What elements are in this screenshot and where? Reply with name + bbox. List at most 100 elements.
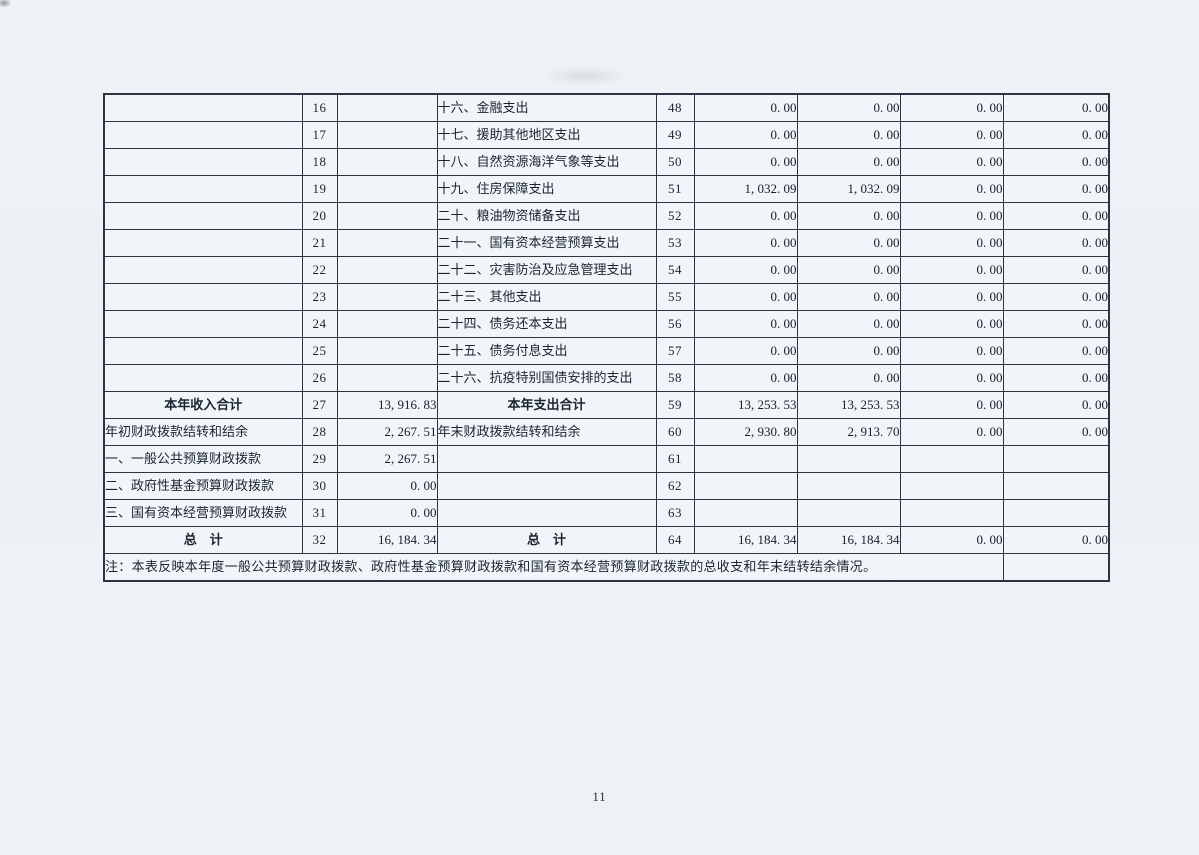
expense-amount: 0. 00 <box>899 175 1004 203</box>
expense-item-cell: 二十四、债务还本支出 <box>436 310 657 338</box>
expense-amount: 0. 00 <box>1002 148 1110 176</box>
table-row: 总 计 32 16, 184. 34 总 计 64 16, 184. 34 16, 184.… <box>103 526 1110 554</box>
income-line-number: 16 <box>301 93 338 122</box>
expense-amount: 0. 00 <box>693 93 798 122</box>
income-amount <box>336 229 438 257</box>
expense-amount: 0. 00 <box>1002 202 1110 230</box>
table-row: 18 十八、自然资源海洋气象等支出 50 0. 00 0. 00 0. 00 0. 00 <box>103 148 1110 176</box>
income-amount: 0. 00 <box>336 472 438 500</box>
expense-amount: 0. 00 <box>899 148 1004 176</box>
table-row: 26 二十六、抗疫特别国债安排的支出 58 0. 00 0. 00 0. 00 0. 00 <box>103 364 1110 392</box>
expense-amount: 0. 00 <box>1002 418 1110 446</box>
table-row: 22 二十二、灾害防治及应急管理支出 54 0. 00 0. 00 0. 00 0. 00 <box>103 256 1110 284</box>
expense-line-number: 58 <box>655 364 695 392</box>
expense-amount: 0. 00 <box>899 337 1004 365</box>
table-row: 24 二十四、债务还本支出 56 0. 00 0. 00 0. 00 0. 00 <box>103 310 1110 338</box>
expense-amount <box>796 472 901 500</box>
income-item-cell <box>103 175 303 203</box>
income-item-cell <box>103 310 303 338</box>
income-amount <box>336 121 438 149</box>
income-item-cell: 本年收入合计 <box>103 391 303 419</box>
expense-amount: 0. 00 <box>899 310 1004 338</box>
expense-amount: 0. 00 <box>796 283 901 311</box>
expense-amount: 0. 00 <box>1002 526 1110 554</box>
expense-amount: 0. 00 <box>796 202 901 230</box>
expense-amount: 0. 00 <box>899 121 1004 149</box>
expense-amount: 0. 00 <box>796 121 901 149</box>
expense-amount: 0. 00 <box>796 229 901 257</box>
expense-item-cell: 十六、金融支出 <box>436 93 657 122</box>
expense-amount: 13, 253. 53 <box>796 391 901 419</box>
income-item-cell <box>103 121 303 149</box>
income-amount <box>336 364 438 392</box>
income-line-number: 32 <box>301 526 338 554</box>
expense-amount: 0. 00 <box>693 364 798 392</box>
income-line-number: 19 <box>301 175 338 203</box>
expense-amount: 1, 032. 09 <box>693 175 798 203</box>
income-line-number: 25 <box>301 337 338 365</box>
income-item-cell <box>103 148 303 176</box>
income-line-number: 17 <box>301 121 338 149</box>
income-amount: 13, 916. 83 <box>336 391 438 419</box>
expense-line-number: 56 <box>655 310 695 338</box>
expense-item-cell <box>436 472 657 500</box>
table-row: 二、政府性基金预算财政拨款 30 0. 00 62 <box>103 472 1110 500</box>
expense-amount <box>1002 445 1110 473</box>
expense-amount: 0. 00 <box>899 202 1004 230</box>
expense-amount: 0. 00 <box>899 391 1004 419</box>
income-item-cell <box>103 337 303 365</box>
income-line-number: 27 <box>301 391 338 419</box>
expense-line-number: 60 <box>655 418 695 446</box>
expense-line-number: 54 <box>655 256 695 284</box>
expense-amount: 2, 930. 80 <box>693 418 798 446</box>
income-amount <box>336 175 438 203</box>
expense-item-cell: 总 计 <box>436 526 657 554</box>
expense-item-cell: 十八、自然资源海洋气象等支出 <box>436 148 657 176</box>
income-amount <box>336 310 438 338</box>
fiscal-appropriation-table: 16 十六、金融支出 48 0. 00 0. 00 0. 00 0. 00 17 十七、援助其他… <box>103 93 1110 582</box>
expense-amount: 0. 00 <box>899 229 1004 257</box>
expense-amount: 13, 253. 53 <box>693 391 798 419</box>
income-amount: 2, 267. 51 <box>336 445 438 473</box>
expense-line-number: 61 <box>655 445 695 473</box>
income-item-cell <box>103 364 303 392</box>
income-amount: 2, 267. 51 <box>336 418 438 446</box>
expense-item-cell: 本年支出合计 <box>436 391 657 419</box>
expense-line-number: 53 <box>655 229 695 257</box>
expense-amount <box>796 499 901 527</box>
table-row: 年初财政拨款结转和结余 28 2, 267. 51 年末财政拨款结转和结余 60 2, 9… <box>103 418 1110 446</box>
expense-amount <box>899 472 1004 500</box>
expense-amount <box>796 445 901 473</box>
expense-amount: 0. 00 <box>899 93 1004 122</box>
expense-amount: 0. 00 <box>899 283 1004 311</box>
expense-amount: 0. 00 <box>1002 364 1110 392</box>
expense-amount: 0. 00 <box>693 148 798 176</box>
expense-item-cell: 二十、粮油物资储备支出 <box>436 202 657 230</box>
expense-line-number: 55 <box>655 283 695 311</box>
income-line-number: 20 <box>301 202 338 230</box>
expense-item-cell: 年末财政拨款结转和结余 <box>436 418 657 446</box>
expense-line-number: 62 <box>655 472 695 500</box>
expense-amount: 0. 00 <box>796 256 901 284</box>
expense-amount: 2, 913. 70 <box>796 418 901 446</box>
income-amount <box>336 202 438 230</box>
income-line-number: 28 <box>301 418 338 446</box>
expense-amount: 0. 00 <box>1002 175 1110 203</box>
expense-amount: 0. 00 <box>693 202 798 230</box>
expense-amount <box>693 445 798 473</box>
expense-amount <box>693 472 798 500</box>
income-line-number: 26 <box>301 364 338 392</box>
expense-amount: 0. 00 <box>1002 391 1110 419</box>
table-row: 20 二十、粮油物资储备支出 52 0. 00 0. 00 0. 00 0. 00 <box>103 202 1110 230</box>
expense-amount: 0. 00 <box>796 337 901 365</box>
income-item-cell: 一、一般公共预算财政拨款 <box>103 445 303 473</box>
income-amount <box>336 148 438 176</box>
expense-amount: 0. 00 <box>693 337 798 365</box>
expense-amount <box>899 445 1004 473</box>
income-line-number: 31 <box>301 499 338 527</box>
income-line-number: 18 <box>301 148 338 176</box>
expense-amount: 0. 00 <box>693 229 798 257</box>
expense-amount: 0. 00 <box>693 256 798 284</box>
expense-amount: 0. 00 <box>899 364 1004 392</box>
